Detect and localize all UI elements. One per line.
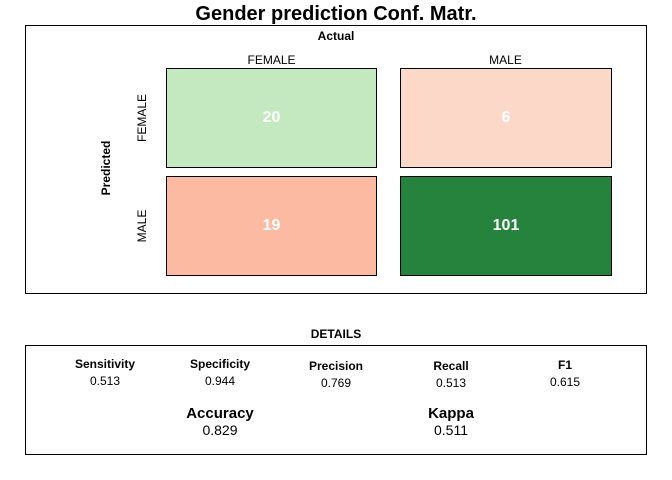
- summary-accuracy: Accuracy 0.829: [150, 405, 290, 438]
- metric-precision: Precision 0.769: [281, 359, 391, 390]
- metric-value: 0.513: [435, 376, 467, 390]
- metric-specificity: Specificity 0.944: [165, 357, 275, 388]
- metric-sensitivity: Sensitivity 0.513: [50, 357, 160, 388]
- metric-name: Sensitivity: [74, 357, 136, 371]
- column-label-male: MALE: [489, 53, 522, 67]
- metric-value: 0.769: [320, 376, 352, 390]
- row-label-female: FEMALE: [135, 94, 149, 143]
- summary-kappa: Kappa 0.511: [381, 405, 521, 438]
- chart-title: Gender prediction Conf. Matr.: [195, 3, 477, 25]
- confusion-matrix-frame: [25, 25, 647, 294]
- predicted-axis-label: Predicted: [99, 140, 113, 196]
- metric-name: Specificity: [189, 357, 251, 371]
- row-label-male: MALE: [135, 209, 149, 243]
- matrix-cell-male-male: 101: [400, 176, 612, 276]
- matrix-cell-female-male: 6: [400, 68, 612, 168]
- metric-name: Precision: [308, 359, 364, 373]
- column-label-female: FEMALE: [247, 53, 296, 67]
- summary-name: Accuracy: [186, 405, 254, 422]
- summary-value: 0.829: [202, 422, 238, 438]
- matrix-cell-male-female: 19: [166, 176, 377, 276]
- actual-axis-label: Actual: [317, 29, 355, 43]
- details-title: DETAILS: [310, 327, 362, 341]
- matrix-cell-female-female: 20: [166, 68, 377, 168]
- metric-recall: Recall 0.513: [396, 359, 506, 390]
- metric-name: F1: [557, 358, 572, 372]
- metric-value: 0.615: [549, 375, 581, 389]
- metric-name: Recall: [433, 359, 469, 373]
- metric-value: 0.513: [89, 374, 121, 388]
- metric-f1: F1 0.615: [510, 358, 620, 389]
- metric-value: 0.944: [204, 374, 236, 388]
- summary-value: 0.511: [434, 422, 468, 438]
- summary-name: Kappa: [428, 405, 474, 422]
- details-frame: [25, 345, 647, 455]
